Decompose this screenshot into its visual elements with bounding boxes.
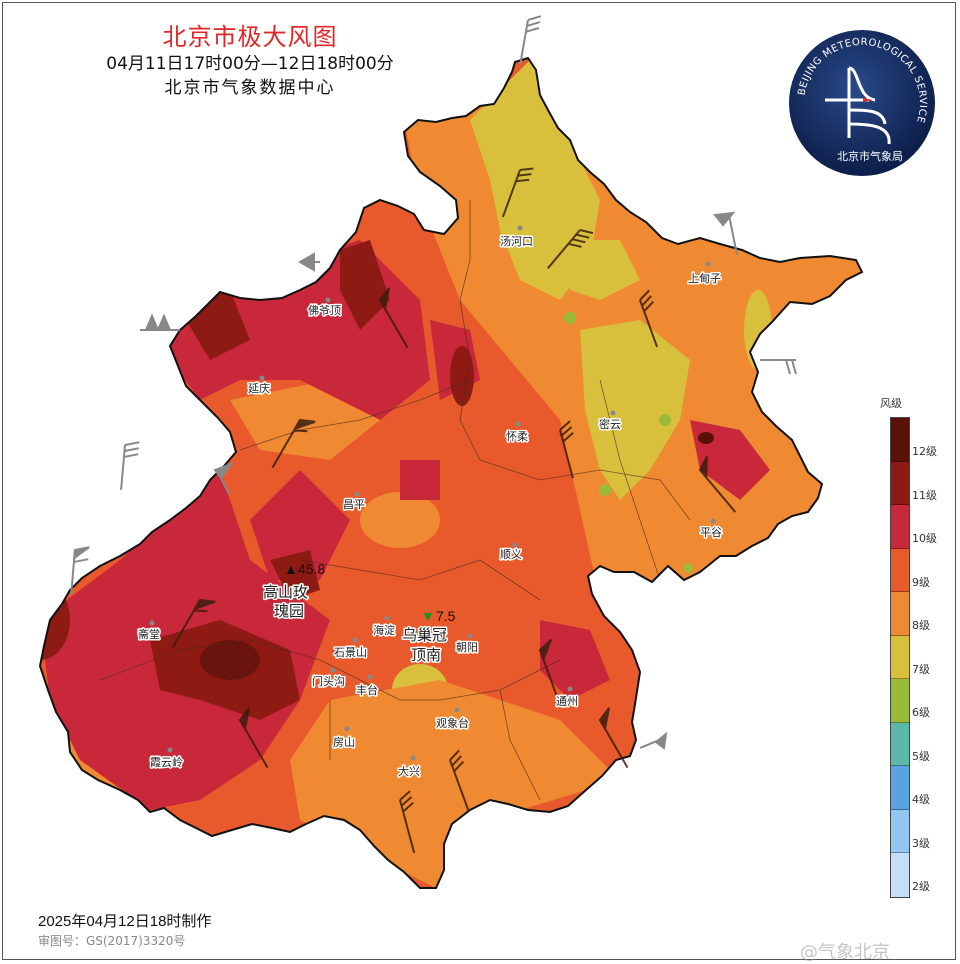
legend-label-9: 9级: [912, 576, 930, 589]
min-wind-station-line1: 乌巢冠: [402, 626, 447, 644]
place-shangdianzi: 上甸子: [688, 272, 721, 285]
weibo-watermark: @气象北京: [800, 942, 890, 963]
beijing-meteorological-emblem-icon: BEIJING METEOROLOGICAL SERVICE 北京市气象局: [787, 28, 937, 178]
place-labels: 佛爷顶 延庆 汤河口 上甸子 怀柔 密云 昌平 顺义 平谷 斋堂 海淀 朝阳 石…: [137, 225, 724, 780]
min-wind-value: 7.5: [436, 608, 456, 624]
place-shunyi: 顺义: [500, 548, 522, 561]
legend-swatch-12: [891, 418, 909, 462]
legend-color-bar: [890, 417, 910, 898]
legend-swatch-7: [891, 635, 909, 679]
min-wind-station-line2: 顶南: [411, 646, 441, 664]
place-zhaitang: 斋堂: [138, 627, 160, 641]
legend-swatch-8: [891, 592, 909, 636]
min-wind-annotation: ▼ 7.5 乌巢冠 顶南: [401, 608, 456, 666]
place-foyeding: 佛爷顶: [308, 303, 341, 317]
map-review-number: 审图号：GS(2017)3320号: [38, 934, 186, 948]
legend-label-10: 10级: [912, 532, 937, 545]
legend-label-8: 8级: [912, 619, 930, 632]
place-huairou: 怀柔: [506, 430, 528, 443]
header: 北京市极大风图 04月11日17时00分—12日18时00分 北京市气象数据中心: [60, 22, 440, 100]
map-title: 北京市极大风图: [162, 23, 338, 51]
legend-swatch-2: [891, 853, 909, 897]
legend-label-4: 4级: [912, 793, 930, 806]
min-wind-symbol: ▼: [421, 608, 435, 624]
legend-swatch-3: [891, 809, 909, 853]
legend-title: 风级: [880, 397, 902, 410]
legend-label-5: 5级: [912, 750, 930, 763]
place-tongzhou: 通州: [556, 695, 578, 708]
max-wind-value: 45.8: [298, 561, 325, 577]
legend-swatch-10: [891, 505, 909, 549]
legend-label-3: 3级: [912, 837, 930, 850]
production-time: 2025年04月12日18时制作: [38, 913, 212, 930]
max-wind-symbol: ▲: [284, 561, 298, 577]
place-chaoyang: 朝阳: [456, 641, 478, 654]
legend-label-11: 11级: [912, 489, 937, 502]
place-changping: 昌平: [343, 498, 365, 511]
legend-label-7: 7级: [912, 663, 930, 676]
legend-swatch-6: [891, 679, 909, 723]
legend-swatch-9: [891, 548, 909, 592]
legend-swatch-11: [891, 461, 909, 505]
place-daxing: 大兴: [398, 764, 420, 778]
place-fengtai: 丰台: [356, 683, 378, 697]
place-shijingshan: 石景山: [334, 646, 367, 659]
legend-label-6: 6级: [912, 706, 930, 719]
place-guanxiangtai: 观象台: [436, 716, 469, 730]
legend-swatch-4: [891, 766, 909, 810]
place-tanghekou: 汤河口: [500, 234, 533, 248]
max-wind-station-line1: 高山玫: [263, 583, 308, 601]
place-miyun: 密云: [599, 417, 621, 431]
place-xiayunling: 霞云岭: [150, 755, 183, 769]
legend-label-12: 12级: [912, 445, 937, 458]
place-haidian: 海淀: [373, 623, 395, 637]
place-yanqing: 延庆: [248, 381, 270, 395]
legend-label-2: 2级: [912, 880, 930, 893]
place-mentougou: 门头沟: [312, 674, 345, 688]
max-wind-annotation: ▲ 45.8 高山玫 瑰园: [262, 561, 326, 622]
max-wind-station-line2: 瑰园: [274, 602, 304, 620]
wind-barbs: [171, 167, 737, 854]
data-source: 北京市气象数据中心: [164, 78, 336, 98]
svg-text:北京市气象局: 北京市气象局: [837, 149, 903, 163]
district-boundaries: [99, 200, 691, 801]
place-pinggu: 平谷: [700, 526, 722, 539]
time-period: 04月11日17时00分—12日18时00分: [106, 54, 394, 74]
legend-swatch-5: [891, 722, 909, 766]
outside-wind-barbs: [70, 15, 797, 750]
place-fangshan: 房山: [333, 736, 355, 749]
